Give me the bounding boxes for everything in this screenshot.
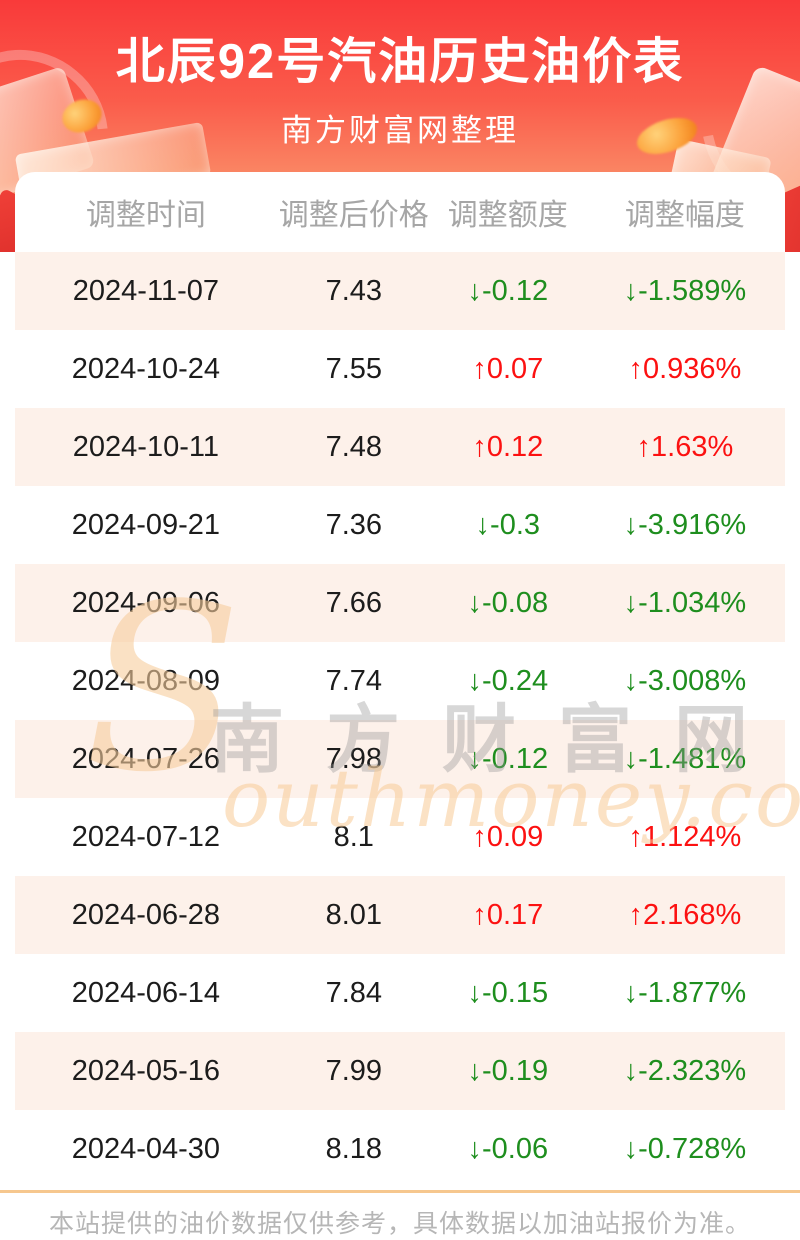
cell-price: 7.74 xyxy=(325,664,383,697)
cell-percent: ↑2.168% xyxy=(628,898,742,931)
cell-change: ↑0.17 xyxy=(472,898,544,931)
table-row: 2024-07-26 7.98 ↓-0.12 ↓-1.481% xyxy=(15,720,785,798)
table-body: 2024-11-07 7.43 ↓-0.12 ↓-1.589% 2024-10-24 7.… xyxy=(15,252,785,1188)
cell-percent: ↓-1.481% xyxy=(623,742,747,775)
table-row: 2024-11-07 7.43 ↓-0.12 ↓-1.589% xyxy=(15,252,785,330)
cell-percent: ↓-3.008% xyxy=(623,664,747,697)
cell-date: 2024-04-30 xyxy=(71,1132,221,1165)
table-row: 2024-04-30 8.18 ↓-0.06 ↓-0.728% xyxy=(15,1110,785,1188)
page-title: 北辰92号汽油历史油价表 xyxy=(115,35,685,89)
cell-date: 2024-09-06 xyxy=(71,586,221,619)
table-row: 2024-08-09 7.74 ↓-0.24 ↓-3.008% xyxy=(15,642,785,720)
cell-date: 2024-11-07 xyxy=(72,274,219,307)
table-row: 2024-06-14 7.84 ↓-0.15 ↓-1.877% xyxy=(15,954,785,1032)
cell-date: 2024-08-09 xyxy=(71,664,221,697)
cell-percent: ↓-0.728% xyxy=(623,1132,747,1165)
cell-change: ↓-0.12 xyxy=(467,274,549,307)
cell-change: ↑0.07 xyxy=(472,352,544,385)
cell-price: 8.18 xyxy=(325,1132,383,1165)
cell-percent: ↓-1.589% xyxy=(623,274,747,307)
cell-date: 2024-07-12 xyxy=(71,820,221,853)
page-subtitle: 南方财富网整理 xyxy=(281,113,519,148)
cell-price: 7.99 xyxy=(325,1054,383,1087)
cell-price: 7.36 xyxy=(325,508,383,541)
cell-percent: ↓-2.323% xyxy=(623,1054,747,1087)
cell-date: 2024-07-26 xyxy=(71,742,221,775)
table-row: 2024-09-06 7.66 ↓-0.08 ↓-1.034% xyxy=(15,564,785,642)
cell-change: ↓-0.12 xyxy=(467,742,549,775)
cell-price: 7.48 xyxy=(325,430,383,463)
cell-change: ↓-0.24 xyxy=(467,664,549,697)
table-row: 2024-06-28 8.01 ↑0.17 ↑2.168% xyxy=(15,876,785,954)
cell-change: ↓-0.08 xyxy=(467,586,549,619)
cell-change: ↓-0.15 xyxy=(467,976,549,1009)
cell-change: ↓-0.06 xyxy=(467,1132,549,1165)
cell-change: ↑0.09 xyxy=(472,820,544,853)
cell-date: 2024-10-11 xyxy=(72,430,219,463)
footer-divider xyxy=(0,1190,800,1193)
cell-percent: ↑0.936% xyxy=(628,352,742,385)
cell-date: 2024-06-28 xyxy=(71,898,221,931)
cell-price: 7.55 xyxy=(325,352,383,385)
table-header-row: 调整时间 调整后价格 调整额度 调整幅度 xyxy=(15,172,785,252)
cell-percent: ↓-1.034% xyxy=(623,586,747,619)
price-table-card: 调整时间 调整后价格 调整额度 调整幅度 2024-11-07 7.43 ↓-0.1… xyxy=(15,172,785,1188)
column-header-date: 调整时间 xyxy=(85,199,206,232)
cell-price: 7.84 xyxy=(325,976,383,1009)
table-row: 2024-05-16 7.99 ↓-0.19 ↓-2.323% xyxy=(15,1032,785,1110)
table-row: 2024-10-24 7.55 ↑0.07 ↑0.936% xyxy=(15,330,785,408)
cell-price: 8.1 xyxy=(333,820,374,853)
cell-percent: ↓-3.916% xyxy=(623,508,747,541)
cell-price: 7.98 xyxy=(325,742,383,775)
cell-price: 7.43 xyxy=(325,274,383,307)
cell-date: 2024-06-14 xyxy=(71,976,221,1009)
column-header-change: 调整额度 xyxy=(447,199,568,232)
table-row: 2024-09-21 7.36 ↓-0.3 ↓-3.916% xyxy=(15,486,785,564)
cell-change: ↑0.12 xyxy=(472,430,544,463)
footer-note: 本站提供的油价数据仅供参考，具体数据以加油站报价为准。 xyxy=(48,1210,751,1238)
cell-date: 2024-05-16 xyxy=(71,1054,221,1087)
table-row: 2024-07-12 8.1 ↑0.09 ↑1.124% xyxy=(15,798,785,876)
cell-percent: ↑1.63% xyxy=(636,430,734,463)
cell-date: 2024-10-24 xyxy=(71,352,221,385)
cell-date: 2024-09-21 xyxy=(71,508,221,541)
table-row: 2024-10-11 7.48 ↑0.12 ↑1.63% xyxy=(15,408,785,486)
column-header-percent: 调整幅度 xyxy=(624,199,745,232)
cell-percent: ↑1.124% xyxy=(628,820,742,853)
cell-change: ↓-0.3 xyxy=(475,508,541,541)
cell-percent: ↓-1.877% xyxy=(623,976,747,1009)
cell-price: 7.66 xyxy=(325,586,383,619)
cell-price: 8.01 xyxy=(325,898,383,931)
column-header-price: 调整后价格 xyxy=(278,199,429,232)
cell-change: ↓-0.19 xyxy=(467,1054,549,1087)
